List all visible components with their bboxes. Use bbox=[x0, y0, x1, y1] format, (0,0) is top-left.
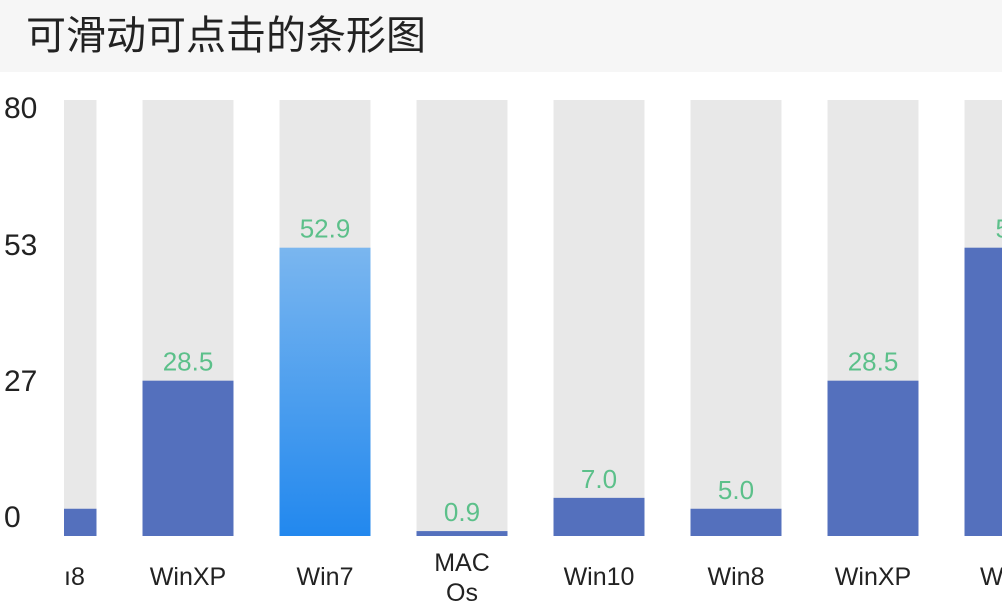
bar-value-label: 52.9 bbox=[300, 214, 351, 244]
bar-group-4[interactable]: 7.0 bbox=[553, 100, 645, 536]
bar[interactable] bbox=[142, 380, 234, 536]
bar-group-5[interactable]: 5.0 bbox=[690, 100, 782, 536]
bar-group-0[interactable]: ) bbox=[6, 100, 97, 536]
bar-track[interactable] bbox=[553, 100, 645, 536]
bar[interactable] bbox=[964, 247, 1002, 536]
x-tick-label: Win10 bbox=[563, 563, 635, 591]
chart-header: 可滑动可点击的条形图 bbox=[0, 0, 1002, 72]
x-tick-label: WinXP bbox=[834, 563, 912, 591]
bar-group-2[interactable]: 52.9 bbox=[279, 100, 371, 536]
bar-value-label: ) bbox=[47, 475, 56, 505]
bar-chart-plot[interactable]: ) 28.5 52.9 0.9 7.0 5.0 28.5 52 bbox=[0, 72, 1002, 610]
bar-group-6[interactable]: 28.5 bbox=[827, 100, 919, 536]
x-tick-label: Win7 bbox=[296, 563, 354, 591]
x-tick-label: WinXP bbox=[149, 563, 227, 591]
bar-value-label: 5.0 bbox=[718, 475, 754, 505]
y-tick-0: 0 bbox=[4, 501, 21, 534]
bar-value-label: 28.5 bbox=[848, 347, 899, 377]
y-tick-27: 27 bbox=[4, 365, 38, 398]
y-tick-53: 53 bbox=[4, 229, 38, 262]
x-tick-label: Win8 bbox=[707, 563, 765, 591]
bar-group-3[interactable]: 0.9 bbox=[416, 100, 508, 536]
bar-value-label: 0.9 bbox=[444, 497, 480, 527]
bar[interactable] bbox=[827, 380, 919, 536]
bar[interactable] bbox=[690, 508, 782, 536]
bar-value-label: 7.0 bbox=[581, 464, 617, 494]
chart-title: 可滑动可点击的条形图 bbox=[26, 13, 426, 59]
x-tick-label: MAC Os bbox=[434, 549, 490, 607]
x-tick-label: ı8 bbox=[64, 563, 85, 591]
bar-value-label: 52 bbox=[996, 214, 1002, 244]
bar[interactable] bbox=[6, 508, 97, 536]
bar-group-1[interactable]: 28.5 bbox=[142, 100, 234, 536]
bar-track[interactable] bbox=[416, 100, 508, 536]
bar[interactable] bbox=[416, 531, 508, 536]
bar-track[interactable] bbox=[690, 100, 782, 536]
bar-track[interactable] bbox=[6, 100, 97, 536]
bar-selected[interactable] bbox=[279, 247, 371, 536]
bar[interactable] bbox=[553, 497, 645, 536]
bar-value-label: 28.5 bbox=[163, 347, 214, 377]
bar-group-7[interactable]: 52 bbox=[964, 100, 1002, 536]
y-tick-80: 80 bbox=[4, 92, 38, 125]
x-tick-label: Wi bbox=[980, 563, 1002, 591]
